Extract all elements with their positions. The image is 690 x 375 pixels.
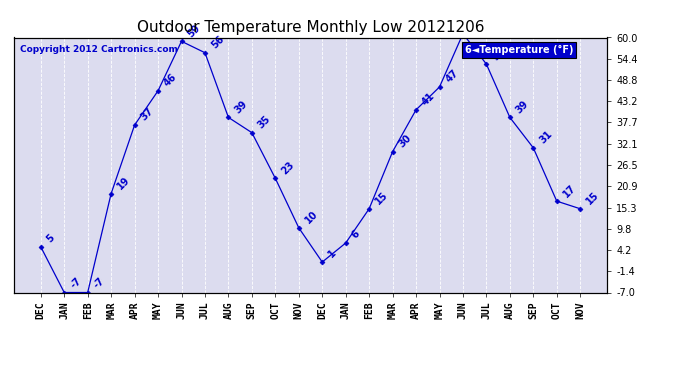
Text: 19: 19 — [115, 175, 132, 191]
Text: 23: 23 — [279, 159, 296, 176]
Text: 10: 10 — [303, 209, 319, 226]
Text: 47: 47 — [444, 68, 460, 85]
Text: 41: 41 — [420, 91, 437, 108]
Text: -7: -7 — [68, 276, 83, 290]
Title: Outdoor Temperature Monthly Low 20121206: Outdoor Temperature Monthly Low 20121206 — [137, 20, 484, 35]
Text: 39: 39 — [233, 99, 249, 115]
Text: 31: 31 — [538, 129, 554, 146]
Text: 35: 35 — [256, 114, 273, 130]
Text: 6◄Temperature (°F): 6◄Temperature (°F) — [465, 45, 573, 55]
Text: 37: 37 — [139, 106, 155, 123]
Text: 5: 5 — [45, 233, 57, 244]
Text: 6: 6 — [350, 229, 362, 241]
Text: 59: 59 — [186, 22, 202, 39]
Text: 56: 56 — [209, 34, 226, 51]
Text: 15: 15 — [373, 190, 390, 207]
Text: 15: 15 — [584, 190, 601, 207]
Text: 53: 53 — [491, 45, 507, 62]
Text: 61: 61 — [0, 374, 1, 375]
Text: 46: 46 — [162, 72, 179, 88]
Text: 1: 1 — [326, 248, 338, 260]
Text: 17: 17 — [561, 182, 578, 199]
Text: 39: 39 — [514, 99, 531, 115]
Text: Copyright 2012 Cartronics.com: Copyright 2012 Cartronics.com — [20, 45, 177, 54]
Text: 30: 30 — [397, 133, 413, 150]
Text: -7: -7 — [92, 276, 106, 290]
